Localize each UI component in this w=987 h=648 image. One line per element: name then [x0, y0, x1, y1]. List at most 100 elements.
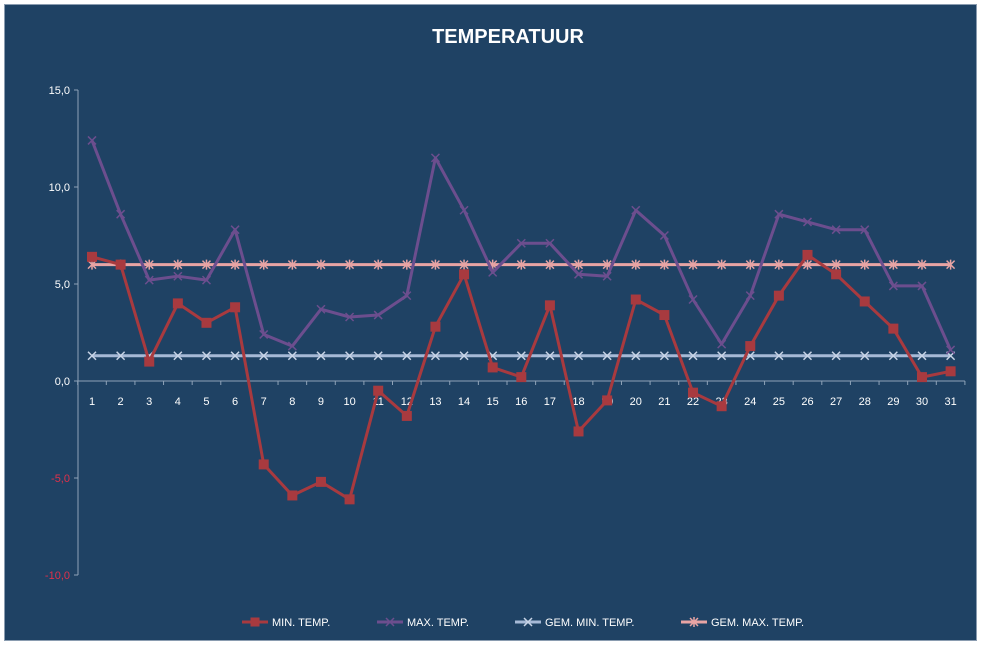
series-point: [774, 259, 784, 270]
series-point: [459, 269, 470, 280]
x-tick-label: 27: [830, 396, 842, 408]
series-point: [544, 300, 555, 311]
series-point: [688, 387, 699, 398]
series-point: [385, 617, 395, 627]
series-point: [87, 251, 97, 262]
series-point: [259, 329, 269, 339]
series-point: [201, 275, 212, 285]
series-point: [316, 304, 326, 314]
series-point: [859, 296, 870, 307]
series-point: [173, 259, 183, 270]
x-tick-label: 8: [289, 396, 295, 408]
x-tick-label: 4: [175, 396, 181, 408]
series-point: [516, 372, 527, 383]
series-point: [430, 259, 440, 270]
series-point: [774, 209, 784, 219]
series-point: [259, 351, 269, 361]
y-tick-label: 15,0: [49, 85, 70, 97]
series-point: [802, 351, 813, 361]
legend-label: MIN. TEMP.: [272, 617, 330, 629]
series-point: [602, 351, 612, 361]
x-tick-label: 21: [658, 396, 670, 408]
series-point: [287, 351, 297, 361]
x-tick-label: 24: [744, 396, 756, 408]
series-point: [802, 259, 813, 270]
series-point: [523, 617, 533, 627]
series-point: [230, 351, 240, 361]
x-tick-label: 18: [572, 396, 584, 408]
series-point: [230, 302, 241, 313]
x-tick-label: 1: [89, 396, 95, 408]
series-point: [87, 351, 97, 361]
x-tick-label: 29: [887, 396, 899, 408]
chart-title: TEMPERATUUR: [432, 26, 584, 48]
chart-svg: TEMPERATUUR -10,0 -5,0 0,0 5,0 10,0 15,0 1 2 3 4 5…: [45, 26, 966, 629]
series-point: [459, 205, 469, 215]
series-point: [688, 294, 698, 305]
series-point: [831, 351, 841, 361]
series-point: [172, 298, 183, 309]
series-point: [402, 259, 412, 270]
x-tick-label: 5: [203, 396, 209, 408]
series-point: [373, 310, 383, 320]
y-tick-label: -10,0: [45, 570, 70, 582]
series-min-temp: [87, 249, 956, 505]
series-point: [116, 209, 126, 219]
series-point: [659, 351, 669, 361]
series-point: [116, 351, 126, 361]
series-point: [831, 225, 841, 235]
series-point: [717, 259, 727, 270]
series-point: [373, 259, 383, 270]
series-point: [545, 238, 555, 248]
x-tick-label: 15: [487, 396, 499, 408]
series-point: [144, 275, 154, 285]
legend-item: GEM. MAX. TEMP.: [681, 617, 804, 629]
series-point: [201, 351, 212, 361]
y-tick-label: 10,0: [49, 182, 70, 194]
series-point: [545, 351, 555, 361]
series-point: [345, 312, 355, 322]
series-point: [144, 356, 155, 367]
series-point: [630, 294, 641, 305]
series-point: [831, 269, 842, 280]
x-tick-label: 17: [544, 396, 556, 408]
legend-item: MIN. TEMP.: [242, 617, 330, 629]
series-point: [430, 153, 440, 163]
series-point: [258, 459, 269, 470]
series-point: [888, 323, 899, 334]
x-tick-label: 7: [261, 396, 267, 408]
series-point: [659, 230, 669, 241]
series-point: [773, 290, 784, 301]
x-tick-label: 16: [515, 396, 527, 408]
series-point: [173, 271, 183, 281]
series-point: [860, 351, 870, 361]
series-point: [459, 351, 469, 361]
series-point: [430, 321, 441, 332]
x-tick-label: 11: [372, 396, 383, 408]
series-point: [659, 259, 669, 270]
series-point: [344, 494, 355, 505]
legend-item: MAX. TEMP.: [377, 617, 469, 629]
series-point: [287, 490, 298, 501]
legend-item: GEM. MIN. TEMP.: [515, 617, 634, 629]
x-tick-label: 28: [859, 396, 871, 408]
x-tick-label: 26: [801, 396, 813, 408]
chart-frame: TEMPERATUUR -10,0 -5,0 0,0 5,0 10,0 15,0 1 2 3 4 5…: [4, 4, 977, 641]
series-point: [717, 351, 727, 361]
series-point: [201, 259, 212, 270]
x-tick-label: 31: [944, 396, 956, 408]
series-point: [631, 205, 641, 215]
series-point: [774, 351, 784, 361]
series-point: [545, 259, 555, 270]
series-point: [888, 259, 898, 270]
series-point: [201, 317, 212, 328]
series-point: [745, 291, 755, 301]
series-point: [574, 259, 584, 270]
series-point: [144, 259, 154, 270]
series-point: [917, 351, 927, 361]
y-tick-label: 0,0: [55, 376, 70, 388]
series-point: [802, 217, 813, 227]
series-gem-min-temp: [87, 351, 956, 361]
x-tick-label: 3: [146, 396, 152, 408]
x-tick-label: 30: [916, 396, 928, 408]
